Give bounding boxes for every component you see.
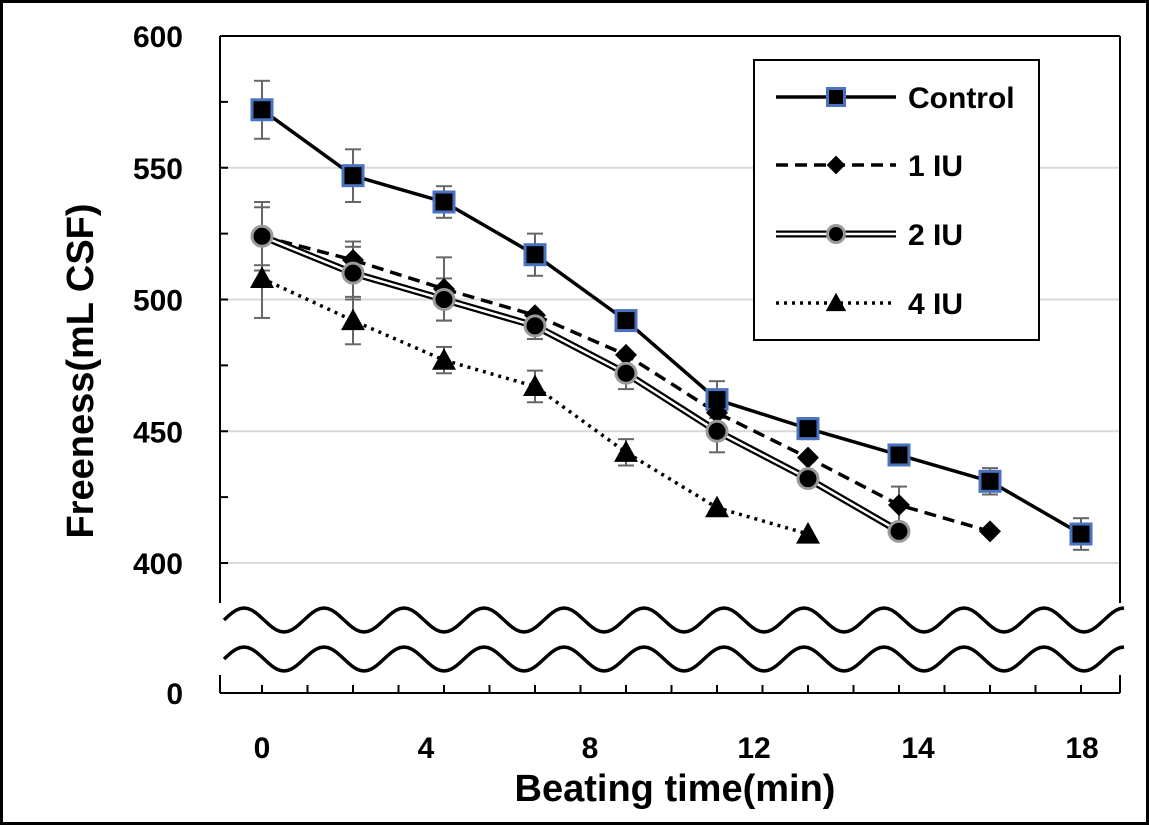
data-point-square bbox=[978, 469, 1002, 493]
x-tick-label: 0 bbox=[254, 732, 271, 765]
y-axis-title: Freeness(mL CSF) bbox=[60, 203, 102, 538]
x-axis-title: Beating time(min) bbox=[515, 768, 836, 810]
y-tick-label: 550 bbox=[133, 153, 183, 186]
data-point-circle bbox=[826, 224, 846, 244]
legend-label-1iu: 1 IU bbox=[908, 150, 963, 183]
data-point-circle bbox=[432, 288, 456, 311]
data-point-square bbox=[614, 309, 638, 333]
legend-box bbox=[753, 59, 1040, 341]
y-tick-label: 400 bbox=[133, 548, 183, 581]
data-point-triangle bbox=[341, 308, 365, 331]
data-point-circle bbox=[705, 419, 729, 443]
data-point-square bbox=[887, 443, 911, 467]
x-tick-label: 14 bbox=[901, 732, 935, 765]
data-point-square bbox=[796, 417, 820, 441]
data-point-square bbox=[432, 190, 456, 214]
data-point-square bbox=[341, 164, 365, 188]
series-line-2-inner bbox=[261, 235, 900, 533]
y-tick-label: 600 bbox=[133, 21, 183, 54]
x-tick-label: 12 bbox=[737, 732, 770, 765]
data-point-square bbox=[250, 98, 274, 122]
data-point-circle bbox=[523, 314, 547, 338]
markers-layer bbox=[250, 98, 1093, 546]
data-point-triangle bbox=[796, 522, 820, 544]
legend-label-2iu: 2 IU bbox=[908, 219, 963, 252]
data-point-triangle bbox=[825, 292, 847, 312]
axis-break-wave bbox=[222, 645, 1125, 673]
y-tick-label: 500 bbox=[133, 285, 183, 318]
data-point-diamond bbox=[826, 155, 846, 175]
legend-item-1iu: 1 IU bbox=[776, 150, 963, 183]
data-point-circle bbox=[250, 224, 274, 248]
legend-item-2iu: 2 IU bbox=[776, 219, 963, 252]
data-point-diamond bbox=[797, 446, 819, 469]
y-tick-label: 450 bbox=[133, 416, 183, 449]
x-tick-label: 8 bbox=[582, 732, 599, 765]
data-point-circle bbox=[887, 519, 911, 543]
data-point-triangle bbox=[614, 440, 638, 462]
axes-layer bbox=[219, 35, 1121, 694]
legend-label-4iu: 4 IU bbox=[908, 288, 963, 321]
data-point-circle bbox=[341, 261, 365, 285]
legend-label-control: Control bbox=[908, 82, 1015, 115]
axis-break-layer bbox=[217, 603, 1127, 675]
legend-item-4iu: 4 IU bbox=[776, 288, 963, 321]
data-point-circle bbox=[614, 361, 638, 385]
data-point-circle bbox=[796, 467, 820, 491]
x-tick-label: 4 bbox=[418, 732, 435, 765]
data-point-diamond bbox=[979, 520, 1001, 543]
data-point-triangle bbox=[705, 495, 729, 518]
data-point-square bbox=[1069, 522, 1093, 546]
axis-break-wave bbox=[222, 606, 1125, 634]
legend: Control 1 IU 2 IU 4 IU bbox=[753, 59, 1040, 341]
tick-labels-layer: 600 550 500 450 400 0 0 4 8 12 14 18 bbox=[133, 21, 1099, 765]
data-point-diamond bbox=[615, 343, 637, 366]
x-tick-label: 18 bbox=[1065, 732, 1098, 765]
series-line-0 bbox=[260, 108, 1082, 536]
data-point-square bbox=[523, 243, 547, 267]
legend-item-control: Control bbox=[776, 82, 1015, 115]
data-point-diamond bbox=[888, 494, 910, 517]
data-point-triangle bbox=[250, 266, 274, 289]
y-tick-label: 0 bbox=[166, 678, 183, 711]
axis-break-mask bbox=[217, 603, 1127, 675]
data-point-diamond bbox=[706, 401, 728, 424]
data-point-square bbox=[826, 87, 846, 107]
data-point-triangle bbox=[432, 348, 456, 370]
freeness-line-chart: 600 550 500 450 400 0 0 4 8 12 14 18 Beating time(m… bbox=[60, 21, 1127, 810]
data-point-triangle bbox=[523, 374, 547, 397]
